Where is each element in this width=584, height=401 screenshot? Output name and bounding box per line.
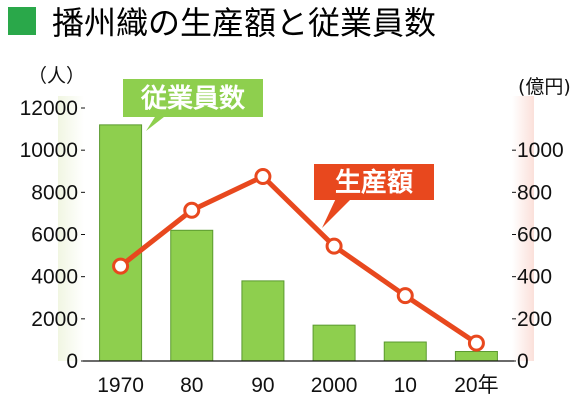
bar-1970 — [99, 124, 143, 362]
right-tick-label: 400 — [517, 266, 552, 289]
right-axis-unit: (億円) — [518, 76, 571, 98]
right-axis-ticks: 0 200 400 600 800 1000 — [512, 139, 564, 373]
right-tick-label: 1000 — [517, 139, 564, 162]
line-series — [112, 168, 485, 352]
x-tick-label: 10 — [394, 374, 417, 397]
bar-10 — [383, 341, 427, 362]
left-tick-label: 12000 — [20, 97, 78, 120]
left-tick-label: 8000 — [31, 181, 78, 204]
left-axis-ticks: 0 2000 4000 6000 8000 10000 12000 — [20, 97, 85, 373]
right-tick-label: 600 — [517, 224, 552, 247]
legend-production-label: 生産額 — [335, 167, 413, 198]
bar-20年 — [454, 351, 498, 362]
left-tick-label: 10000 — [20, 139, 78, 162]
legend-employees: 従業員数 — [123, 79, 263, 131]
left-axis-band — [58, 96, 84, 361]
x-tick-label: 90 — [251, 374, 274, 397]
left-tick-label: 2000 — [31, 308, 78, 331]
legend-production-pointer — [322, 194, 356, 228]
legend-employees-label: 従業員数 — [140, 84, 246, 114]
right-tick-label: 0 — [517, 350, 529, 373]
production-point-10 — [396, 287, 414, 305]
x-tick-label: 20年 — [454, 374, 498, 397]
legend-production: 生産額 — [314, 164, 434, 228]
x-tick-label: 80 — [180, 374, 203, 397]
legend-employees-box — [123, 79, 263, 117]
bar-80 — [170, 229, 214, 362]
left-axis-unit: （人） — [28, 65, 85, 87]
production-point-2000 — [325, 237, 343, 255]
production-line — [119, 174, 478, 346]
right-tick-label: 200 — [517, 308, 552, 331]
x-tick-label: 1970 — [97, 374, 144, 397]
left-tick-label: 0 — [66, 350, 78, 373]
production-point-1970 — [112, 257, 130, 275]
chart-title: 播州織の生産額と従業員数 — [52, 4, 436, 42]
right-axis-band — [512, 96, 534, 361]
axis-bands — [58, 96, 534, 361]
production-point-90 — [254, 168, 272, 186]
left-tick-label: 6000 — [31, 224, 78, 247]
production-point-80 — [183, 201, 201, 219]
x-axis-ticks: 1970 80 90 2000 10 20年 — [97, 374, 498, 397]
title-square-icon — [8, 7, 36, 35]
x-tick-label: 2000 — [311, 374, 358, 397]
bar-2000 — [312, 324, 356, 362]
bar-series — [83, 124, 514, 362]
right-tick-label: 800 — [517, 181, 552, 204]
production-point-20年 — [467, 334, 485, 352]
bar-90 — [241, 280, 285, 362]
left-tick-label: 4000 — [31, 266, 78, 289]
legend-production-box — [314, 164, 434, 200]
